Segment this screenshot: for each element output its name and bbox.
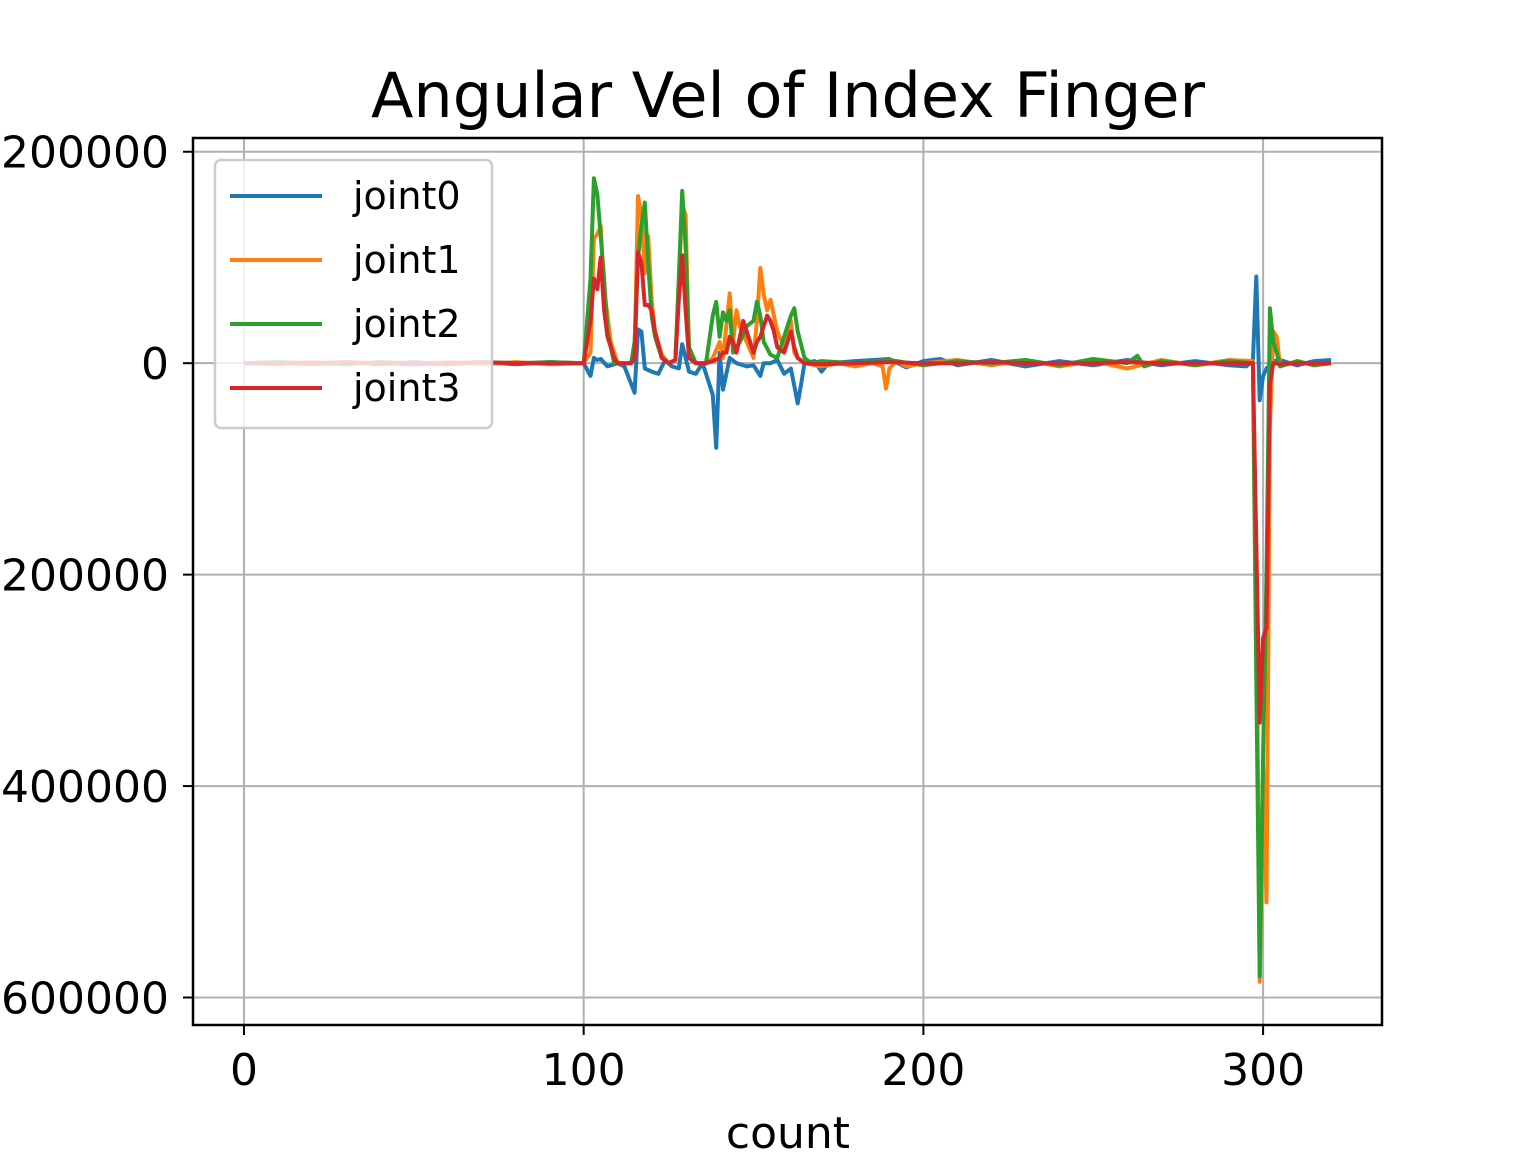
legend-label-joint3: joint3	[352, 366, 461, 410]
chart-title: Angular Vel of Index Finger	[371, 59, 1205, 132]
y-axis-ticks: 200000 0 −200000 −400000 −600000	[0, 128, 193, 1025]
y-tick-label: −200000	[0, 551, 169, 602]
legend: joint0 joint1 joint2 joint3	[213, 158, 494, 430]
x-tick-label: 0	[230, 1045, 258, 1096]
y-tick-label: 200000	[1, 128, 169, 179]
plot-area-frame	[191, 136, 1384, 1027]
x-axis-label: count	[726, 1108, 850, 1152]
y-tick-label: 0	[141, 339, 169, 390]
x-tick-label: 300	[1221, 1045, 1305, 1096]
series-line-joint3	[244, 250, 1331, 725]
y-tick-label: −400000	[0, 762, 169, 813]
x-axis-ticks: 0 100 200 300	[230, 1025, 1305, 1096]
x-tick-label: 100	[542, 1045, 626, 1096]
y-tick-label: −600000	[0, 974, 169, 1025]
legend-label-joint0: joint0	[352, 174, 461, 218]
series-lines	[243, 176, 1332, 984]
legend-label-joint2: joint2	[352, 302, 461, 346]
x-tick-label: 200	[881, 1045, 965, 1096]
legend-label-joint1: joint1	[352, 238, 461, 282]
legend-frame	[213, 158, 494, 430]
